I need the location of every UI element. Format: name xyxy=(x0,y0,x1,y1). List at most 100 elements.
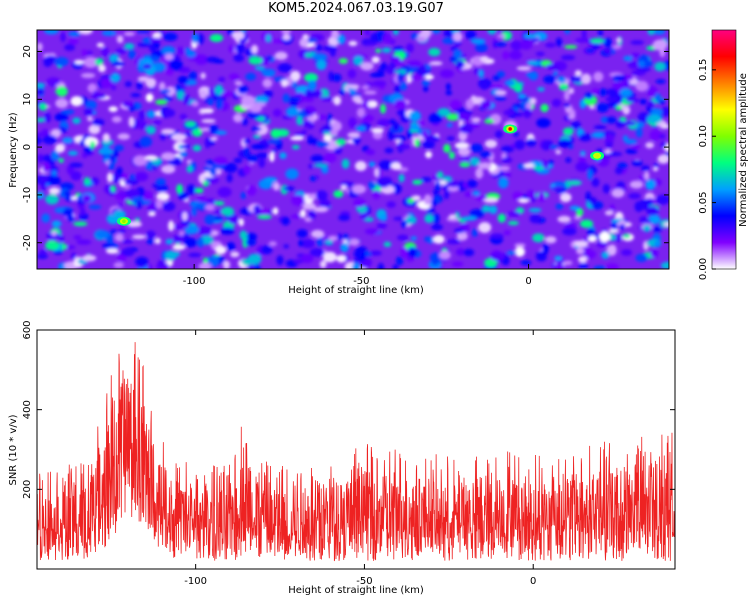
heatmap-cell xyxy=(507,220,519,226)
heatmap-cell xyxy=(575,207,584,217)
heatmap-cell xyxy=(337,233,343,241)
heatmap-cell xyxy=(479,151,492,158)
heatmap-cell xyxy=(89,141,96,150)
colorbar-tick-label: 0.00 xyxy=(698,258,709,280)
heatmap-cell xyxy=(336,34,346,45)
heatmap-cell xyxy=(629,180,644,189)
heatmap-cell xyxy=(101,47,109,57)
heatmap-cell xyxy=(475,43,488,53)
heatmap-cell xyxy=(599,231,611,243)
heatmap-cell xyxy=(37,136,42,145)
heatmap-cell xyxy=(65,245,76,250)
heatmap-cell xyxy=(257,215,272,220)
heatmap-cell xyxy=(414,138,420,148)
heatmap-cell xyxy=(302,202,317,210)
heatmap-cell xyxy=(76,239,92,245)
heatmap-cell xyxy=(347,69,357,79)
heatmap-cell xyxy=(186,165,194,173)
heatmap-cell xyxy=(478,222,492,233)
heatmap-cell xyxy=(574,70,582,77)
heatmap-cell xyxy=(309,247,325,257)
heatmap-cell xyxy=(283,244,290,249)
heatmap-cell xyxy=(208,87,214,95)
heatmap-cell xyxy=(69,162,83,168)
heatmap-cell xyxy=(161,128,175,135)
heatmap-cell xyxy=(153,39,160,49)
heatmap-cell xyxy=(110,73,121,83)
heatmap-panel: -100 -50 0 20 10 0 -10 -20 Height of straight … xyxy=(8,29,670,296)
heatmap-cell xyxy=(648,214,661,225)
heatmap-cell xyxy=(331,121,342,132)
heatmap-cell xyxy=(151,164,157,171)
heatmap-cell xyxy=(290,214,302,219)
heatmap-cell xyxy=(138,58,145,68)
heatmap-y-ticks: 20 10 0 -10 -20 xyxy=(22,45,669,251)
heatmap-cell xyxy=(323,153,337,163)
heatmap-cell xyxy=(340,242,349,253)
heatmap-cell xyxy=(228,73,240,81)
heatmap-cell xyxy=(210,136,218,141)
heatmap-cell xyxy=(645,142,655,149)
heatmap-cell xyxy=(214,201,225,206)
heatmap-cell xyxy=(277,63,292,73)
heatmap-cell xyxy=(117,133,130,140)
heatmap-cell xyxy=(163,32,178,42)
heatmap-cell xyxy=(108,161,115,171)
heatmap-cell xyxy=(365,82,374,87)
heatmap-cell xyxy=(555,149,562,155)
heatmap-cell xyxy=(63,190,70,197)
heatmap-cell xyxy=(179,113,188,120)
heatmap-cell xyxy=(548,160,554,165)
heatmap-cell xyxy=(575,37,590,43)
heatmap-cell xyxy=(121,248,135,257)
heatmap-cell xyxy=(136,30,150,35)
heatmap-cell xyxy=(119,179,125,187)
hotspot-point xyxy=(508,127,512,131)
heatmap-cell xyxy=(136,199,143,209)
heatmap-cell xyxy=(608,228,619,233)
heatmap-cell xyxy=(615,105,623,111)
heatmap-cell xyxy=(332,73,342,83)
heatmap-cell xyxy=(636,201,650,210)
heatmap-cell xyxy=(585,94,593,100)
heatmap-cell xyxy=(523,34,538,39)
heatmap-cell xyxy=(315,190,328,201)
heatmap-cell xyxy=(454,142,470,149)
heatmap-cell xyxy=(304,72,318,83)
heatmap-cell xyxy=(470,38,486,45)
heatmap-cell xyxy=(455,248,465,256)
heatmap-cell xyxy=(163,108,176,118)
heatmap-cell xyxy=(571,121,581,130)
heatmap-cell xyxy=(122,101,134,108)
heatmap-cell xyxy=(114,233,124,242)
heatmap-cell xyxy=(248,56,263,65)
heatmap-cell xyxy=(51,220,62,228)
heatmap-cell xyxy=(396,234,409,241)
heatmap-cell xyxy=(252,134,262,139)
heatmap-cell xyxy=(121,239,134,244)
heatmap-cell xyxy=(566,180,582,186)
heatmap-cell xyxy=(407,60,422,67)
heatmap-cell xyxy=(172,244,186,251)
heatmap-cell xyxy=(291,194,305,206)
heatmap-cell xyxy=(412,179,423,185)
heatmap-cell xyxy=(562,127,574,136)
heatmap-cell xyxy=(41,213,50,223)
heatmap-cell xyxy=(490,85,503,90)
heatmap-cell xyxy=(83,177,91,185)
heatmap-cell xyxy=(37,42,43,52)
heatmap-cell xyxy=(516,112,523,117)
heatmap-cell xyxy=(597,30,603,37)
heatmap-cell xyxy=(246,185,257,196)
heatmap-cell xyxy=(625,148,638,154)
heatmap-cell xyxy=(220,227,235,235)
heatmap-cell xyxy=(520,260,532,266)
heatmap-cell xyxy=(308,80,317,91)
x-tick-label: -100 xyxy=(184,576,207,587)
heatmap-cell xyxy=(487,30,497,35)
heatmap-cell xyxy=(51,149,60,161)
heatmap-cell xyxy=(471,228,478,237)
heatmap-cell xyxy=(593,71,604,83)
heatmap-cell xyxy=(612,81,624,92)
